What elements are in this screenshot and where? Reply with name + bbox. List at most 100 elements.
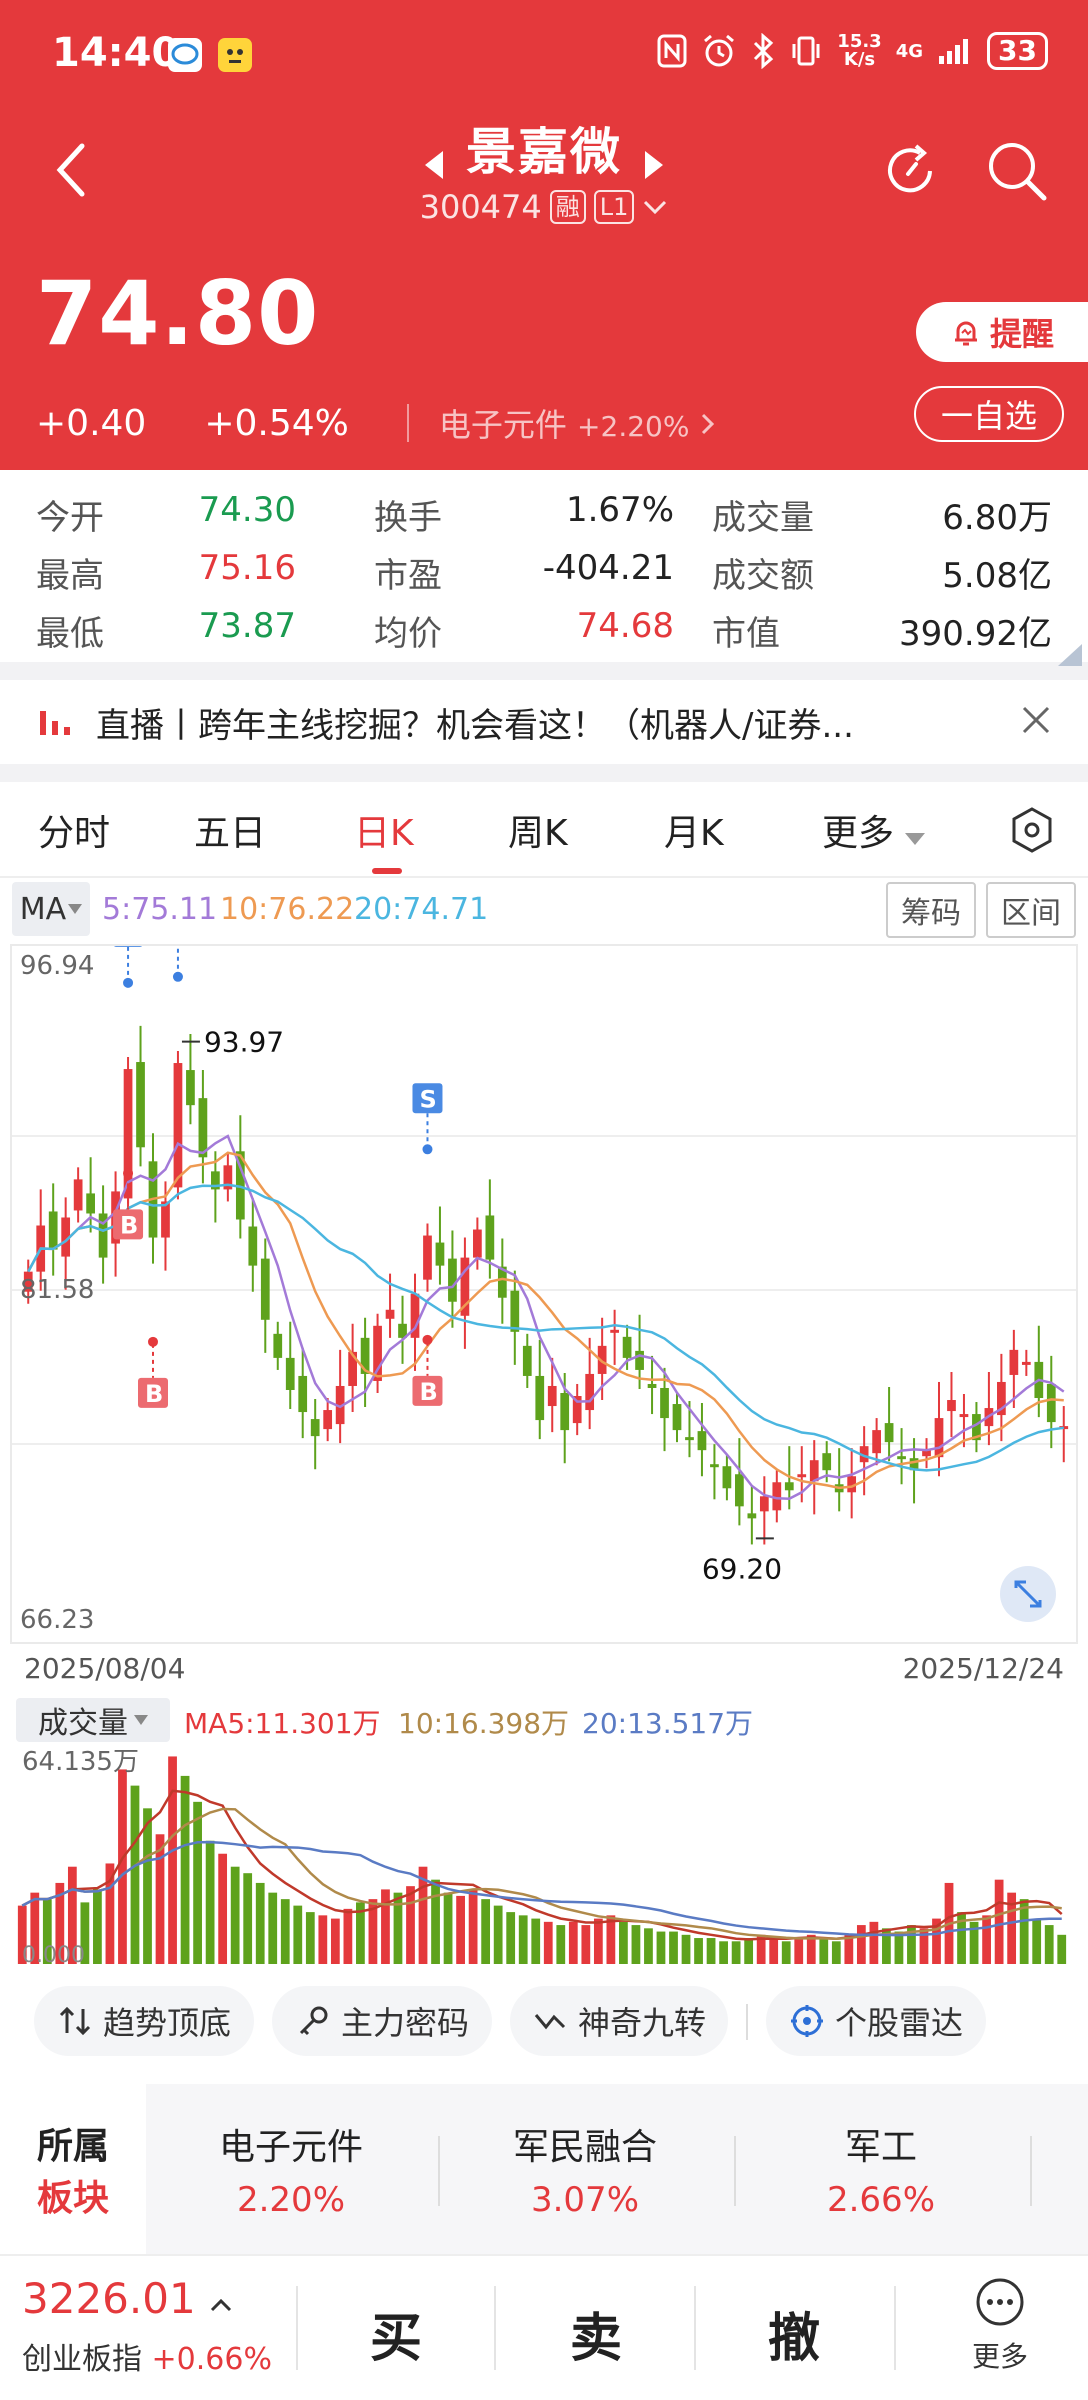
buy-signal-badge: [412, 1375, 443, 1406]
chevron-down-icon[interactable]: [642, 198, 668, 216]
tab-daily-k[interactable]: 日K: [354, 813, 414, 854]
margin-tag: 融: [549, 190, 586, 224]
corner-fold-icon: [1058, 644, 1082, 666]
tab-intraday[interactable]: 分时: [38, 813, 111, 854]
volume-bar: [932, 1918, 941, 1964]
magic-nine-button[interactable]: 神奇九转: [510, 1986, 728, 2056]
volume-bar: [619, 1921, 628, 1964]
cancel-order-button[interactable]: 撤: [767, 2309, 820, 2369]
divider: [734, 2136, 736, 2206]
high-price-label: 93.97: [204, 1026, 284, 1059]
volume-bar: [418, 1866, 428, 1964]
sector-card[interactable]: 军民融合 3.07%: [512, 2127, 657, 2220]
refresh-button[interactable]: [880, 140, 942, 202]
indicator-select[interactable]: MA: [12, 882, 90, 936]
sell-button[interactable]: 卖: [569, 2309, 622, 2369]
prev-stock-button[interactable]: [424, 150, 443, 179]
volume-bar: [769, 1938, 779, 1964]
volume-bar: [493, 1905, 503, 1964]
volume-bar: [856, 1925, 866, 1964]
hexagon-settings-icon[interactable]: [1010, 806, 1054, 854]
more-button[interactable]: 更多: [950, 2276, 1050, 2386]
candle-body: [136, 1062, 145, 1148]
quote-value: 73.87: [198, 606, 296, 646]
range-button[interactable]: 区间: [986, 882, 1076, 938]
candle-body: [660, 1387, 669, 1419]
close-icon[interactable]: [1020, 704, 1052, 736]
volume-bar: [994, 1879, 1004, 1964]
candle-body: [310, 1419, 320, 1437]
indicator-bar: MA 5:75.11 10:76.22 20:74.71 筹码 区间: [0, 880, 1088, 940]
ma5-line: [27, 1134, 1065, 1500]
candle-body: [473, 1229, 482, 1258]
volume-bar: [243, 1873, 253, 1964]
candle-body: [86, 1193, 95, 1214]
price-change: +0.40: [36, 402, 147, 444]
volume-indicator-select[interactable]: 成交量: [16, 1698, 170, 1742]
sector-section-title: 所属 板块: [0, 2084, 146, 2254]
tab-monthly-k[interactable]: 月K: [664, 813, 724, 854]
volume-chart[interactable]: 64.135万 0.000: [10, 1744, 1078, 1968]
live-bars-icon: [40, 711, 70, 735]
candle-body: [161, 1201, 170, 1238]
stock-radar-button[interactable]: 个股雷达: [766, 1986, 986, 2056]
candle-body: [997, 1381, 1006, 1416]
sector-link[interactable]: 电子元件 +2.20%: [439, 400, 716, 446]
volume-bar: [381, 1889, 390, 1964]
tab-more[interactable]: 更多: [822, 804, 926, 856]
buy-signal-dot: [422, 1334, 433, 1345]
quote-label: 成交额: [712, 556, 814, 596]
news-ticker[interactable]: 直播丨跨年主线挖掘？机会看这！（机器人/证券...: [0, 680, 1088, 764]
volume-bar: [55, 1882, 65, 1964]
candle-body: [909, 1458, 919, 1471]
sell-signal-text: S: [120, 946, 137, 947]
volume-bar: [756, 1934, 766, 1964]
quote-label: 今开: [36, 498, 104, 538]
tab-five-day[interactable]: 五日: [194, 813, 267, 854]
volume-bar: [919, 1928, 929, 1964]
ma10-line: [27, 1151, 1064, 1490]
sector-card[interactable]: 军工 2.66%: [826, 2127, 935, 2220]
quote-value: -404.21: [542, 548, 674, 588]
volume-bar: [17, 1905, 27, 1964]
candle-body: [1009, 1349, 1019, 1375]
candle-body: [735, 1474, 744, 1507]
vibrate-icon: [792, 36, 820, 66]
volume-bar: [1057, 1934, 1067, 1964]
quote-value: 6.80万: [942, 498, 1052, 538]
nfc-icon: [657, 34, 687, 68]
volume-bar: [118, 1769, 127, 1964]
candle-body: [710, 1464, 719, 1468]
tab-weekly-k[interactable]: 周K: [508, 813, 568, 854]
feature-chips: 趋势顶底 主力密码 神奇九转 个股雷达: [0, 1986, 1088, 2062]
trend-top-bottom-button[interactable]: 趋势顶底: [34, 1986, 254, 2056]
volume-bar: [869, 1921, 879, 1964]
chips-button[interactable]: 筹码: [886, 882, 976, 938]
alert-button[interactable]: 提醒: [916, 302, 1088, 362]
quote-value: 1.67%: [565, 490, 674, 530]
next-stock-button[interactable]: [645, 150, 664, 179]
buy-signal-text: B: [145, 1380, 163, 1408]
search-button[interactable]: [984, 138, 1050, 204]
stock-header: 14:40 15.3 K/s 4G 33 景嘉微 300474 融 L1: [0, 0, 1088, 470]
volume-bar: [230, 1866, 240, 1964]
buy-button[interactable]: 买: [369, 2309, 422, 2369]
sector-card[interactable]: 电子元件 2.20%: [218, 2127, 363, 2220]
end-date: 2025/12/24: [902, 1652, 1064, 1685]
volume-bar: [656, 1931, 666, 1964]
volume-bar: [1032, 1918, 1042, 1964]
back-button[interactable]: [48, 140, 96, 200]
volume-bar: [42, 1899, 52, 1964]
candle-body: [211, 1171, 220, 1190]
volume-bar: [706, 1938, 716, 1964]
quote-label: 均价: [374, 614, 442, 654]
candle-body: [722, 1466, 732, 1489]
ma5-value: 5:75.11: [102, 892, 218, 927]
add-watchlist-button[interactable]: 一自选: [914, 386, 1064, 442]
volume-bar: [581, 1925, 591, 1964]
zigzag-icon: [534, 2014, 566, 2030]
main-force-code-button[interactable]: 主力密码: [272, 1986, 492, 2056]
candle-body: [822, 1453, 832, 1471]
volume-bar: [556, 1925, 566, 1964]
